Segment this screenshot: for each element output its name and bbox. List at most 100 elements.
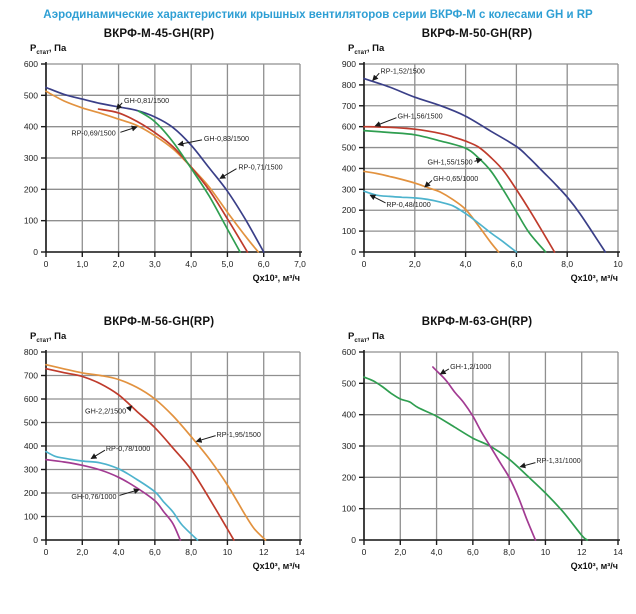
page-title: Аэродинамические характеристики крышных … — [43, 9, 593, 21]
y-tick-label: 700 — [342, 101, 356, 111]
x-tick-label: 6,0 — [149, 547, 161, 557]
x-tick-label: 8,0 — [503, 547, 515, 557]
x-tick-label: 6,0 — [510, 259, 522, 269]
curve-label: GH-0,83/1500 — [204, 134, 249, 143]
y-axis-label-sub: стат — [36, 337, 49, 344]
series-curve — [137, 110, 241, 253]
x-axis-label: Qx10³, м³/ч — [571, 273, 618, 283]
series-curve — [97, 108, 249, 253]
chart-vkrf-m-63: ВКРФ-М-63-GH(RP) Pстат, Па 0 100 200 300 400… — [318, 311, 636, 599]
y-tick-label: 200 — [342, 205, 356, 215]
leader-line — [116, 102, 123, 110]
charts-grid: ВКРФ-М-45-GH(RP) Pстат, Па 0 100 200 300 400… — [0, 23, 636, 599]
y-tick-label: 400 — [342, 410, 356, 420]
series-curve — [363, 376, 589, 541]
y-tick-label: 500 — [24, 90, 38, 100]
y-tick-label: 100 — [24, 512, 38, 522]
leader-line — [369, 194, 386, 204]
leader-line — [219, 168, 237, 179]
y-tick-label: 0 — [33, 247, 38, 257]
leader-line — [195, 435, 216, 443]
curve-label: RP-0,48/1000 — [386, 200, 430, 209]
y-tick-label: 0 — [351, 535, 356, 545]
leader-line — [519, 462, 536, 469]
y-tick-label: 700 — [24, 371, 38, 381]
leader-line — [90, 449, 106, 459]
curve-label: GH-2,2/1500 — [85, 406, 126, 415]
chart-vkrf-m-56: ВКРФ-М-56-GH(RP) Pстат, Па 0 100 200 300 400… — [0, 311, 318, 599]
y-tick-label: 900 — [342, 59, 356, 69]
series-curve — [363, 77, 607, 253]
chart-vkrf-m-50: ВКРФ-М-50-GH(RP) Pстат, Па 0 100 200 300 400… — [318, 23, 636, 311]
x-tick-label: 2,0 — [76, 547, 88, 557]
leader-line — [126, 405, 133, 412]
y-tick-label: 800 — [24, 347, 38, 357]
x-tick-label: 0 — [362, 547, 367, 557]
y-tick-label: 300 — [342, 441, 356, 451]
series-curve — [45, 450, 199, 541]
x-tick-label: 4,0 — [185, 259, 197, 269]
y-tick-label: 200 — [24, 488, 38, 498]
series-curve — [363, 129, 547, 253]
y-axis-label-main: P — [348, 331, 355, 342]
curve-label: GH-0,65/1000 — [433, 174, 478, 183]
curve-label: RP-0,78/1000 — [106, 444, 150, 453]
x-tick-label: 0 — [362, 259, 367, 269]
y-tick-label: 600 — [24, 59, 38, 69]
x-tick-label: 4,0 — [431, 547, 443, 557]
y-tick-label: 100 — [24, 216, 38, 226]
x-tick-label: 5,0 — [222, 259, 234, 269]
y-tick-label: 200 — [24, 184, 38, 194]
x-axis-label: Qx10³, м³/ч — [253, 273, 300, 283]
x-tick-label: 0 — [44, 547, 49, 557]
y-axis-label-rest: , Па — [366, 331, 385, 342]
chart-title: ВКРФ-М-63-GH(RP) — [421, 316, 533, 328]
chart-title: ВКРФ-М-50-GH(RP) — [421, 28, 533, 40]
leader-line — [372, 72, 380, 82]
series-curve — [45, 367, 235, 541]
x-tick-label: 2,0 — [394, 547, 406, 557]
y-tick-label: 600 — [342, 347, 356, 357]
leader-line — [424, 179, 433, 188]
x-tick-label: 10 — [223, 547, 233, 557]
leader-line — [439, 368, 450, 375]
y-axis-label-rest: , Па — [48, 43, 67, 54]
y-axis-label: Pстат, Па — [30, 331, 318, 344]
curve-label: GH-1,56/1500 — [398, 112, 443, 121]
x-tick-label: 12 — [577, 547, 587, 557]
x-tick-label: 8,0 — [561, 259, 573, 269]
y-axis-label-main: P — [348, 43, 355, 54]
x-tick-label: 4,0 — [460, 259, 472, 269]
x-tick-label: 14 — [295, 547, 305, 557]
x-tick-label: 2,0 — [409, 259, 421, 269]
y-tick-label: 100 — [342, 226, 356, 236]
chart-canvas: 0 100 200 300 400 500 600 0 1,0 2,0 3,0 4,0 5,0 6,0 7,… — [24, 59, 306, 283]
series-curve — [45, 90, 260, 253]
y-axis-label-main: P — [30, 43, 37, 54]
y-tick-label: 100 — [342, 504, 356, 514]
series-curve — [45, 363, 267, 541]
leader-line — [120, 125, 138, 133]
leader-line — [474, 157, 483, 164]
leader-line — [374, 117, 397, 127]
y-tick-label: 300 — [342, 184, 356, 194]
curve-label: RP-1,52/1500 — [381, 67, 425, 76]
x-tick-label: 6,0 — [467, 547, 479, 557]
x-tick-label: 6,0 — [258, 259, 270, 269]
x-tick-label: 4,0 — [113, 547, 125, 557]
y-axis-label: Pстат, Па — [30, 43, 318, 56]
y-tick-label: 600 — [24, 394, 38, 404]
y-tick-label: 500 — [342, 378, 356, 388]
leader-line — [177, 139, 203, 147]
curve-label: RP-1,95/1500 — [217, 430, 261, 439]
curve-label: GH-0,76/1000 — [71, 492, 116, 501]
y-axis-label-sub: стат — [36, 49, 49, 56]
chart-title: ВКРФ-М-56-GH(RP) — [103, 316, 215, 328]
curve-label: GH-1,55/1500 — [428, 157, 473, 166]
series-curve — [363, 190, 518, 253]
y-tick-label: 300 — [24, 465, 38, 475]
y-tick-label: 400 — [342, 163, 356, 173]
y-tick-label: 600 — [342, 122, 356, 132]
x-tick-label: 14 — [613, 547, 623, 557]
y-axis-label: Pстат, Па — [348, 331, 636, 344]
